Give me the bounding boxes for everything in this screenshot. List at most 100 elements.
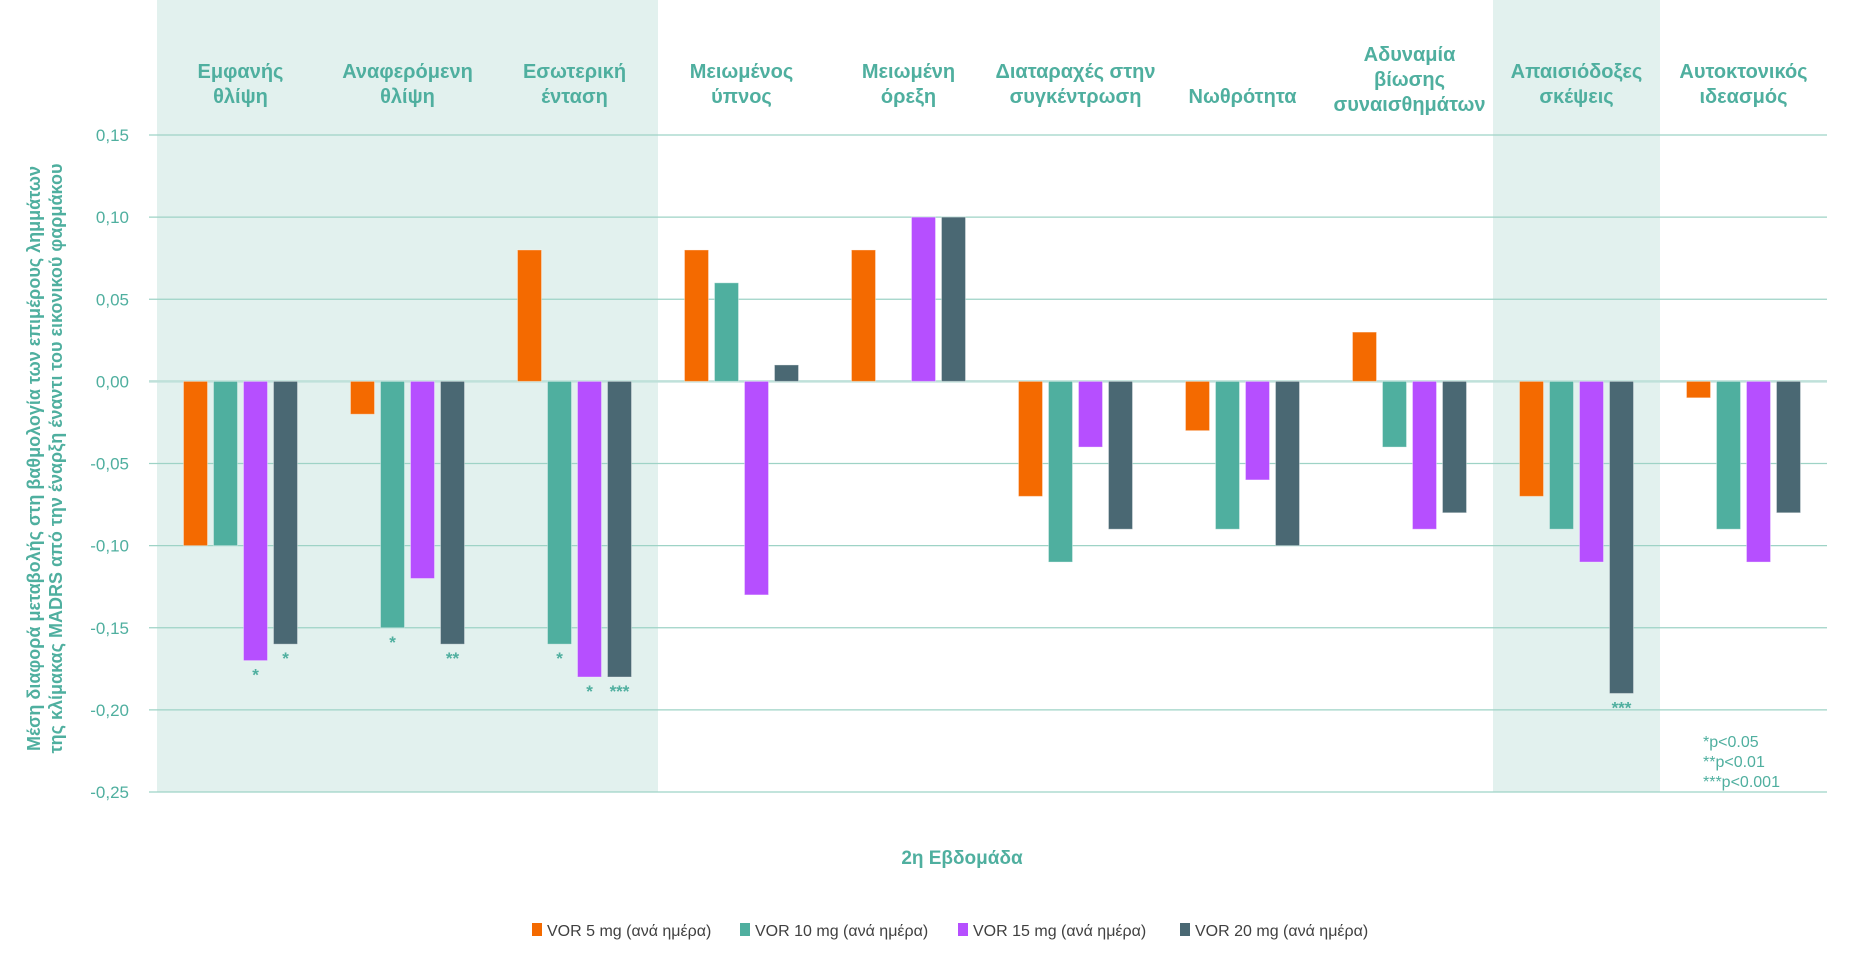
category-header-line: ύπνος bbox=[711, 86, 772, 108]
category-header-line: συγκέντρωση bbox=[1010, 86, 1142, 108]
bar-2-3 bbox=[547, 380, 572, 645]
category-header-line: ένταση bbox=[541, 86, 608, 108]
bar-3-8 bbox=[1412, 380, 1437, 530]
bars bbox=[183, 216, 1801, 694]
category-header-line: Μειωμένος bbox=[690, 61, 794, 83]
significance-marker: * bbox=[282, 649, 289, 668]
y-tick-label: 0,05 bbox=[96, 290, 129, 309]
y-tick-label: -0,10 bbox=[90, 537, 129, 556]
y-axis-ticks: 0,15 0,10 0,05 0,00 -0,05 -0,10 -0,15 -0,20 -0,2… bbox=[90, 126, 129, 802]
bar-4-3 bbox=[607, 380, 632, 678]
bar-2-2 bbox=[380, 380, 405, 629]
bar-3-4 bbox=[744, 380, 769, 596]
significance-marker: * bbox=[556, 649, 563, 668]
y-axis-label-line-2: της κλίμακας MADRS από την έναρξη έναντι… bbox=[46, 164, 67, 754]
category-headers: Εμφανής θλίψη Αναφερόμενη θλίψη Εσωτερική έντ… bbox=[198, 44, 1808, 116]
category-header: Διαταραχές στην συγκέντρωση bbox=[996, 61, 1156, 108]
category-header: Αναφερόμενη θλίψη bbox=[342, 61, 473, 108]
bar-2-4 bbox=[714, 282, 739, 382]
category-header-line: Διαταραχές στην bbox=[996, 61, 1156, 83]
bar-4-5 bbox=[941, 216, 966, 382]
legend-swatch bbox=[1180, 923, 1190, 936]
highlight-band bbox=[324, 0, 491, 792]
category-header-line: Νωθρότητα bbox=[1189, 86, 1298, 108]
category-header-line: συναισθημάτων bbox=[1334, 94, 1486, 116]
legend-swatch bbox=[958, 923, 968, 936]
bar-2-9 bbox=[1549, 380, 1574, 530]
significance-marker: *** bbox=[1612, 698, 1632, 717]
significance-note: *p<0.05 bbox=[1703, 734, 1759, 751]
legend-label: VOR 15 mg (ανά ημέρα) bbox=[973, 923, 1146, 940]
category-header: Αδυναμία βίωσης συναισθημάτων bbox=[1334, 44, 1486, 116]
category-header: Αυτοκτονικός ιδεασμός bbox=[1679, 61, 1807, 108]
significance-marker: * bbox=[252, 666, 259, 685]
significance-marker: * bbox=[586, 682, 593, 701]
bar-4-10 bbox=[1776, 380, 1801, 514]
legend: VOR 5 mg (ανά ημέρα) VOR 10 mg (ανά ημέρα… bbox=[532, 923, 1368, 940]
bar-1-4 bbox=[684, 249, 709, 382]
bar-4-2 bbox=[440, 380, 465, 645]
category-header: Εμφανής θλίψη bbox=[198, 61, 284, 108]
bar-4-7 bbox=[1275, 380, 1300, 547]
bar-1-7 bbox=[1185, 380, 1210, 432]
x-axis-label: 2η Εβδομάδα bbox=[901, 848, 1023, 869]
category-header-line: θλίψη bbox=[380, 86, 435, 108]
y-tick-label: -0,05 bbox=[90, 455, 129, 474]
bar-2-7 bbox=[1215, 380, 1240, 530]
bar-1-6 bbox=[1018, 380, 1043, 497]
y-tick-label: 0,10 bbox=[96, 208, 129, 227]
bar-4-1 bbox=[273, 380, 298, 645]
category-header-line: Αυτοκτονικός bbox=[1679, 61, 1807, 83]
highlight-band bbox=[157, 0, 324, 792]
legend-swatch bbox=[532, 923, 542, 936]
y-tick-label: -0,25 bbox=[90, 783, 129, 802]
category-header-line: ιδεασμός bbox=[1699, 86, 1787, 108]
y-tick-label: -0,15 bbox=[90, 619, 129, 638]
highlight-band bbox=[1493, 0, 1660, 792]
category-header-line: Μειωμένη bbox=[862, 61, 955, 83]
category-header-line: Εμφανής bbox=[198, 61, 284, 83]
significance-markers: ***** ******** bbox=[252, 633, 1632, 718]
significance-note: ***p<0.001 bbox=[1703, 774, 1780, 791]
category-header: Νωθρότητα bbox=[1189, 86, 1298, 108]
legend-item: VOR 15 mg (ανά ημέρα) bbox=[958, 923, 1146, 940]
category-header: Εσωτερική ένταση bbox=[523, 61, 626, 108]
bar-4-6 bbox=[1108, 380, 1133, 530]
category-header-line: Απαισιόδοξες bbox=[1511, 61, 1643, 83]
legend-label: VOR 10 mg (ανά ημέρα) bbox=[755, 923, 928, 940]
significance-note: **p<0.01 bbox=[1703, 754, 1765, 771]
category-header-line: Εσωτερική bbox=[523, 61, 626, 83]
bar-2-6 bbox=[1048, 380, 1073, 563]
legend-item: VOR 5 mg (ανά ημέρα) bbox=[532, 923, 711, 940]
bar-1-10 bbox=[1686, 380, 1711, 399]
bar-1-3 bbox=[517, 249, 542, 382]
y-tick-label: 0,15 bbox=[96, 126, 129, 145]
bar-1-5 bbox=[851, 249, 876, 382]
legend-label: VOR 5 mg (ανά ημέρα) bbox=[547, 923, 711, 940]
bar-3-5 bbox=[911, 216, 936, 382]
bar-2-8 bbox=[1382, 380, 1407, 448]
category-header: Απαισιόδοξες σκέψεις bbox=[1511, 61, 1643, 108]
bar-3-10 bbox=[1746, 380, 1771, 563]
bar-1-2 bbox=[350, 380, 375, 415]
legend-item: VOR 10 mg (ανά ημέρα) bbox=[740, 923, 928, 940]
y-axis-label-line-1: Μέση διαφορά μεταβολής στη βαθμολογία τω… bbox=[24, 166, 44, 751]
category-header-line: σκέψεις bbox=[1539, 86, 1613, 108]
significance-marker: * bbox=[389, 633, 396, 652]
legend-swatch bbox=[740, 923, 750, 936]
category-header-line: θλίψη bbox=[213, 86, 268, 108]
category-header-line: Αδυναμία bbox=[1364, 44, 1456, 66]
legend-item: VOR 20 mg (ανά ημέρα) bbox=[1180, 923, 1368, 940]
bar-1-9 bbox=[1519, 380, 1544, 497]
category-header-line: βίωσης bbox=[1374, 69, 1445, 91]
highlight-band bbox=[491, 0, 658, 792]
y-tick-label: 0,00 bbox=[96, 372, 129, 391]
bar-3-6 bbox=[1078, 380, 1103, 448]
bar-3-2 bbox=[410, 380, 435, 579]
legend-label: VOR 20 mg (ανά ημέρα) bbox=[1195, 923, 1368, 940]
bar-2-1 bbox=[213, 380, 238, 547]
bar-1-1 bbox=[183, 380, 208, 547]
bar-3-1 bbox=[243, 380, 268, 662]
bar-3-3 bbox=[577, 380, 602, 678]
